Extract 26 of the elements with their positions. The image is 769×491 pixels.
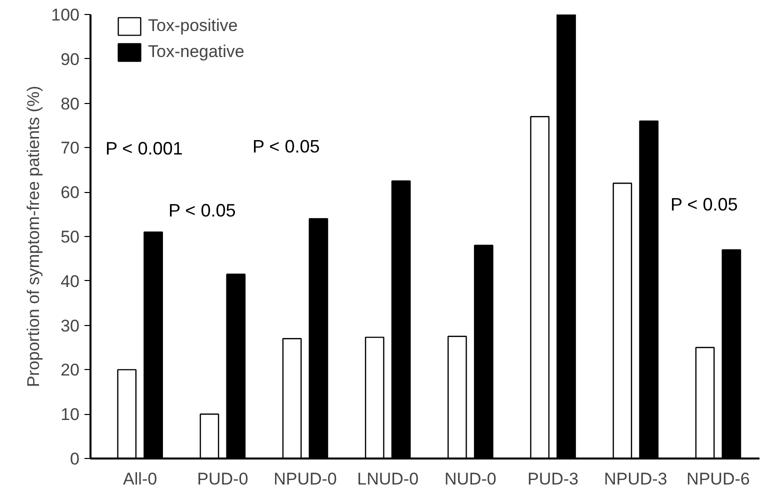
y-tick-label: 50 — [60, 228, 80, 246]
y-tick-label: 40 — [60, 272, 80, 291]
y-tick-label: 70 — [60, 138, 80, 158]
x-tick-label: NPUD-3 — [604, 470, 668, 488]
y-tick-label: 80 — [60, 94, 80, 114]
y-tick-label: 100 — [51, 6, 80, 24]
annotation: P < 0.05 — [670, 194, 738, 214]
y-tick-label: 0 — [70, 450, 80, 468]
annotation: P < 0.05 — [168, 200, 236, 220]
legend-label: Tox-negative — [148, 42, 244, 62]
x-tick-label: PUD-0 — [197, 470, 248, 488]
y-tick-label: 60 — [60, 183, 80, 202]
annotation: P < 0.05 — [252, 136, 320, 156]
y-axis-title: Proportion of symptom-free patients (%) — [24, 86, 44, 388]
y-tick-label: 10 — [60, 405, 80, 424]
x-tick-label: NUD-0 — [444, 470, 496, 488]
x-tick-label: PUD-3 — [528, 470, 579, 488]
x-tick-label: LNUD-0 — [357, 470, 419, 488]
x-tick-label: All-0 — [123, 470, 158, 488]
legend-label: Tox-positive — [148, 16, 238, 36]
y-tick-label: 30 — [60, 316, 80, 336]
x-tick-label: NPUD-6 — [686, 470, 750, 488]
annotation: P < 0.001 — [106, 138, 183, 158]
y-tick-label: 90 — [60, 50, 80, 69]
x-tick-label: NPUD-0 — [274, 470, 337, 488]
y-tick-label: 20 — [60, 360, 80, 380]
